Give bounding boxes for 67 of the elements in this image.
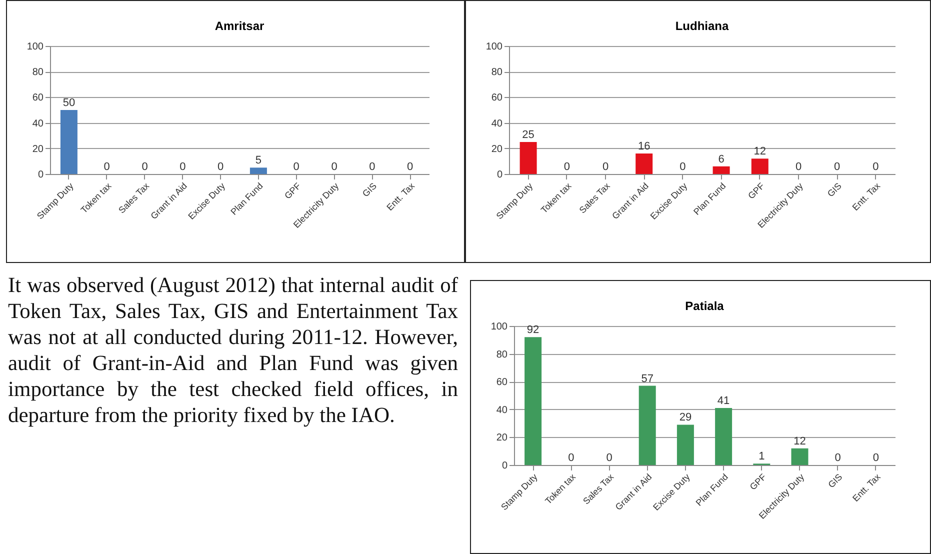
data-label: 0 <box>680 161 686 173</box>
data-label: 25 <box>522 129 534 141</box>
bar <box>712 166 730 174</box>
data-label: 0 <box>834 452 841 464</box>
data-label: 0 <box>104 161 110 173</box>
x-tick-label: Entt. Tax <box>850 471 883 504</box>
chart-title: Amritsar <box>214 19 265 33</box>
data-label: 29 <box>679 412 692 424</box>
y-tick-label: 80 <box>32 67 44 78</box>
data-label: 0 <box>568 452 574 464</box>
bar <box>524 337 542 465</box>
data-label: 0 <box>872 161 879 173</box>
data-label: 0 <box>369 161 376 173</box>
bar <box>715 408 732 465</box>
y-tick-label: 0 <box>502 460 508 472</box>
text: It was observed (August 2012) that internal audit of Token Tax, Sales Tax, GIS and Entertainment Tax was not at all conducted during 2011-12. However, audit of Grant-in-Aid and Plan Fund was given importance by the test checked field offices, in departure from the priority fixed by the IAO. <box>8 272 458 428</box>
data-label: 92 <box>526 324 540 336</box>
data-label: 0 <box>872 452 880 464</box>
x-tick-label: Entt. Tax <box>384 180 417 213</box>
data-label: 0 <box>293 161 300 173</box>
data-label: 0 <box>180 161 186 173</box>
data-label: 0 <box>331 161 338 173</box>
data-label: 12 <box>754 146 766 158</box>
data-label: 0 <box>602 161 609 173</box>
bar <box>638 386 656 465</box>
y-tick-label: 100 <box>486 42 503 52</box>
data-label: 1 <box>758 450 765 463</box>
y-tick-label: 40 <box>496 404 508 416</box>
data-label: 0 <box>795 161 802 173</box>
x-tick-label: GIS <box>825 180 844 199</box>
chart-title: Ludhiana <box>675 19 729 33</box>
y-tick-label: 80 <box>496 349 508 360</box>
data-label: 0 <box>606 452 612 464</box>
y-tick-label: 20 <box>491 144 503 155</box>
x-tick-label: Entt. Tax <box>850 180 882 213</box>
data-label: 16 <box>638 140 650 153</box>
y-tick-label: 100 <box>490 322 508 332</box>
x-tick-label: GIS <box>360 180 379 199</box>
data-label: 0 <box>834 161 840 173</box>
y-tick-label: 0 <box>38 170 44 180</box>
y-tick-label: 20 <box>496 432 508 444</box>
data-label: 12 <box>794 435 806 448</box>
bar <box>751 158 768 174</box>
data-label: 0 <box>217 161 224 173</box>
y-tick-label: 60 <box>496 377 508 388</box>
chart-title: Patiala <box>685 299 724 313</box>
y-tick-label: 0 <box>496 170 503 180</box>
bar <box>636 154 653 174</box>
y-tick-label: 80 <box>491 67 503 78</box>
data-label: 6 <box>718 153 724 166</box>
data-label: 57 <box>641 372 654 385</box>
data-label: 0 <box>406 161 414 173</box>
y-tick-label: 20 <box>32 144 44 155</box>
data-label: 0 <box>564 161 570 173</box>
y-tick-label: 40 <box>32 118 44 130</box>
bar <box>676 424 694 465</box>
y-tick-label: 60 <box>32 92 44 104</box>
x-tick-label: GIS <box>826 472 844 490</box>
data-label: 41 <box>717 395 730 408</box>
data-label: 0 <box>142 161 148 173</box>
bar <box>791 448 808 465</box>
data-label: 50 <box>62 97 76 109</box>
bar <box>520 142 537 174</box>
y-tick-label: 100 <box>26 42 44 52</box>
y-tick-label: 60 <box>491 92 503 104</box>
data-label: 5 <box>255 154 262 167</box>
y-tick-label: 40 <box>491 118 503 130</box>
